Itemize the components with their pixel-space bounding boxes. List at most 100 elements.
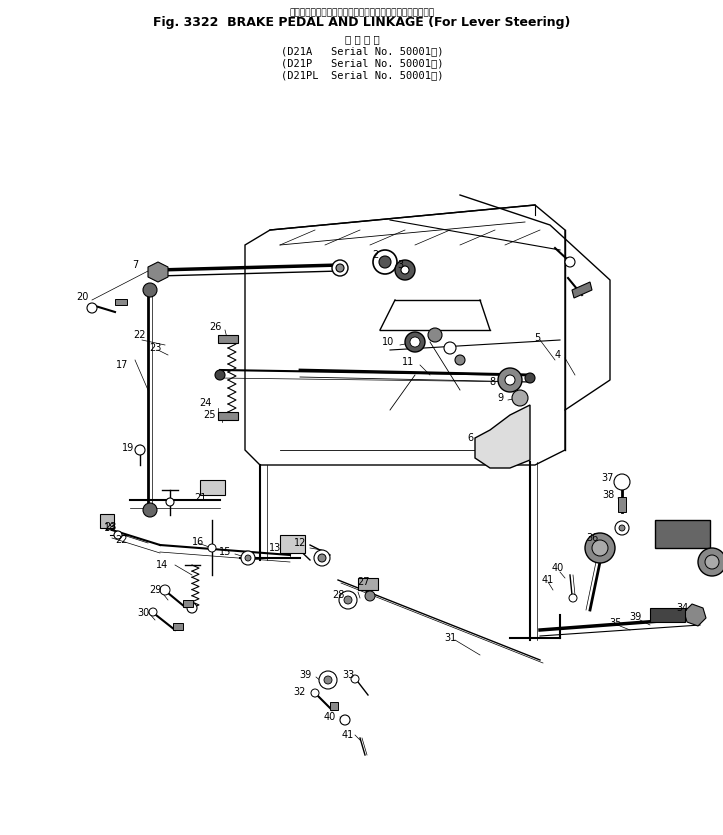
Circle shape xyxy=(592,540,608,556)
Text: 4: 4 xyxy=(555,350,561,360)
Circle shape xyxy=(614,474,630,490)
Polygon shape xyxy=(572,282,592,298)
Bar xyxy=(655,520,710,548)
Polygon shape xyxy=(475,405,530,468)
Text: 21: 21 xyxy=(194,493,206,503)
Circle shape xyxy=(160,585,170,595)
Circle shape xyxy=(698,548,723,576)
Text: 41: 41 xyxy=(342,730,354,740)
Circle shape xyxy=(395,260,415,280)
Text: 36: 36 xyxy=(586,533,598,543)
Bar xyxy=(100,514,114,528)
Circle shape xyxy=(512,390,528,406)
Text: 39: 39 xyxy=(629,612,641,622)
Polygon shape xyxy=(245,205,565,465)
Bar xyxy=(115,299,127,305)
Bar xyxy=(218,412,238,420)
Text: 6: 6 xyxy=(467,433,473,443)
Bar xyxy=(618,497,626,512)
Bar xyxy=(280,535,305,553)
Circle shape xyxy=(619,525,625,531)
Text: 19: 19 xyxy=(122,443,134,453)
Polygon shape xyxy=(684,604,706,626)
Circle shape xyxy=(405,332,425,352)
Circle shape xyxy=(410,337,420,347)
Text: 8: 8 xyxy=(489,377,495,387)
Circle shape xyxy=(143,503,157,517)
Circle shape xyxy=(585,533,615,563)
Bar xyxy=(173,623,183,630)
Text: 7: 7 xyxy=(132,260,138,270)
Circle shape xyxy=(340,715,350,725)
Bar xyxy=(330,702,338,710)
Text: 22: 22 xyxy=(116,535,128,545)
Bar xyxy=(218,335,238,343)
Circle shape xyxy=(135,445,145,455)
Circle shape xyxy=(401,266,409,274)
Circle shape xyxy=(114,531,122,539)
Circle shape xyxy=(245,555,251,561)
Circle shape xyxy=(143,283,157,297)
Text: (D21A   Serial No. 50001～): (D21A Serial No. 50001～) xyxy=(281,46,443,56)
Circle shape xyxy=(339,591,357,609)
Text: 10: 10 xyxy=(382,337,394,347)
Text: 34: 34 xyxy=(676,603,688,613)
Text: 32: 32 xyxy=(294,687,306,697)
Circle shape xyxy=(351,675,359,683)
Text: 18: 18 xyxy=(104,523,116,533)
Circle shape xyxy=(444,342,456,354)
Text: 35: 35 xyxy=(609,618,621,628)
Circle shape xyxy=(332,260,348,276)
Circle shape xyxy=(149,608,157,616)
Bar xyxy=(183,600,193,607)
Circle shape xyxy=(319,671,337,689)
Circle shape xyxy=(455,355,465,365)
Circle shape xyxy=(314,550,330,566)
Circle shape xyxy=(498,368,522,392)
Text: 24: 24 xyxy=(199,398,211,408)
Text: 23: 23 xyxy=(149,343,161,353)
Text: (D21P   Serial No. 50001～): (D21P Serial No. 50001～) xyxy=(281,58,443,68)
Bar xyxy=(650,608,685,622)
Text: 38: 38 xyxy=(602,490,614,500)
Text: 22: 22 xyxy=(134,330,146,340)
Text: 17: 17 xyxy=(116,360,128,370)
Text: 33: 33 xyxy=(342,670,354,680)
Text: 31: 31 xyxy=(444,633,456,643)
Circle shape xyxy=(87,303,97,313)
Polygon shape xyxy=(148,262,168,282)
Text: (D21PL  Serial No. 50001～): (D21PL Serial No. 50001～) xyxy=(281,70,443,80)
Text: 9: 9 xyxy=(497,393,503,403)
Circle shape xyxy=(311,689,319,697)
Text: 11: 11 xyxy=(402,357,414,367)
Text: ブレーキ・ペダル・リンケージ（レバー・ステアリング用）: ブレーキ・ペダル・リンケージ（レバー・ステアリング用） xyxy=(289,8,435,17)
Circle shape xyxy=(324,676,332,684)
Text: 5: 5 xyxy=(534,333,540,343)
Circle shape xyxy=(241,551,255,565)
Text: 3: 3 xyxy=(397,260,403,270)
Circle shape xyxy=(569,594,577,602)
Circle shape xyxy=(505,375,515,385)
Text: 27: 27 xyxy=(356,577,369,587)
Text: Fig. 3322  BRAKE PEDAL AND LINKAGE (For Lever Steering): Fig. 3322 BRAKE PEDAL AND LINKAGE (For L… xyxy=(153,16,570,29)
Circle shape xyxy=(615,521,629,535)
Circle shape xyxy=(166,498,174,506)
Text: 14: 14 xyxy=(156,560,168,570)
Text: 適 用 号 機: 適 用 号 機 xyxy=(345,34,380,44)
Bar xyxy=(358,578,378,590)
Circle shape xyxy=(208,544,216,552)
Text: 37: 37 xyxy=(602,473,614,483)
Circle shape xyxy=(565,257,575,267)
Text: 41: 41 xyxy=(542,575,554,585)
Text: 2: 2 xyxy=(372,250,378,260)
Circle shape xyxy=(336,264,344,272)
Text: 28: 28 xyxy=(332,590,344,600)
Text: 30: 30 xyxy=(137,608,149,618)
Circle shape xyxy=(525,373,535,383)
Text: 16: 16 xyxy=(192,537,204,547)
Circle shape xyxy=(318,554,326,562)
Circle shape xyxy=(379,256,391,268)
Circle shape xyxy=(215,370,225,380)
Text: 23: 23 xyxy=(104,522,116,532)
Circle shape xyxy=(705,555,719,569)
